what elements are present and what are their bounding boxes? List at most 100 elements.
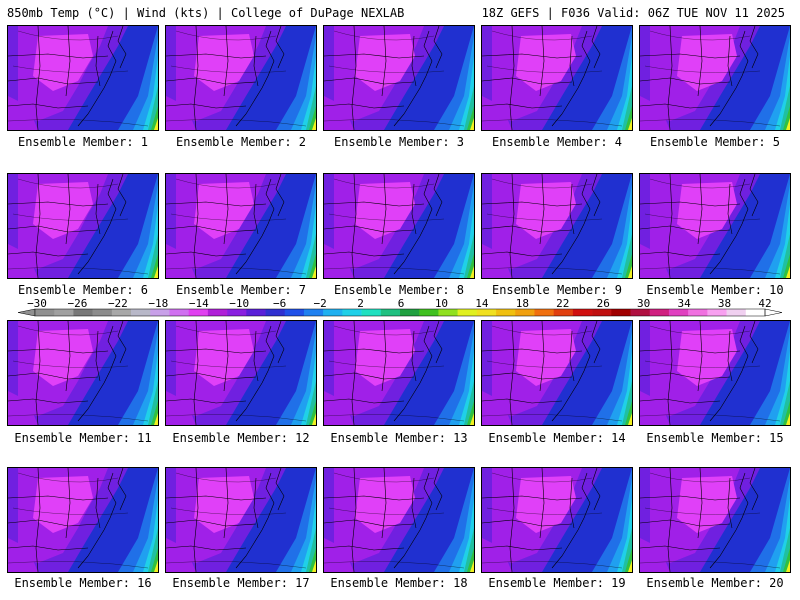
ensemble-member-label: Ensemble Member: 6 (17, 283, 149, 297)
colorbar-tick-label: 34 (677, 297, 691, 310)
colorbar-swatch (207, 309, 228, 316)
ensemble-member-panel (323, 25, 475, 131)
colorbar-swatch (246, 309, 266, 316)
colorbar-tick-label: −6 (273, 297, 287, 310)
ensemble-member-label: Ensemble Member: 8 (333, 283, 465, 297)
temperature-colorbar (17, 308, 783, 317)
colorbar-tick-label: −14 (188, 297, 209, 310)
ensemble-member-label: Ensemble Member: 18 (330, 576, 468, 590)
ensemble-member-panel (481, 320, 633, 426)
ensemble-member-panel (165, 173, 317, 279)
colorbar-swatch (35, 309, 55, 316)
ensemble-member-label: Ensemble Member: 15 (646, 431, 784, 445)
colorbar-swatch (592, 309, 612, 316)
colorbar-swatch (92, 309, 113, 316)
colorbar-swatch (361, 309, 382, 316)
ensemble-member-panel (323, 320, 475, 426)
colorbar-left-arrow (17, 308, 36, 317)
temperature-map (8, 174, 158, 278)
temperature-map (166, 468, 316, 572)
colorbar-tick-label: 14 (475, 297, 489, 310)
ensemble-member-panel (639, 320, 791, 426)
temperature-map (8, 321, 158, 425)
colorbar-swatch (553, 309, 574, 316)
colorbar-tick-label: −22 (107, 297, 128, 310)
colorbar-swatch (400, 309, 420, 316)
colorbar-swatch (169, 309, 189, 316)
colorbar-tick-label: 26 (596, 297, 610, 310)
colorbar-tick-label: 6 (397, 297, 405, 310)
colorbar-swatch (688, 309, 708, 316)
run-valid-time: 18Z GEFS | F036 Valid: 06Z TUE NOV 11 20… (481, 6, 785, 20)
colorbar-swatch (726, 309, 747, 316)
colorbar-labels: −30 −26 −22 −18 −14 −10 −6 −2 2 6 10 14 18 22 26 30 34 38… (0, 297, 800, 310)
ensemble-member-label: Ensemble Member: 1 (17, 135, 149, 149)
ensemble-member-panel (165, 320, 317, 426)
ensemble-member-label: Ensemble Member: 12 (172, 431, 310, 445)
temperature-map (482, 321, 632, 425)
ensemble-member-panel (481, 173, 633, 279)
colorbar-swatch (131, 309, 151, 316)
temperature-map (8, 468, 158, 572)
ensemble-member-panel (165, 25, 317, 131)
colorbar-swatch (496, 309, 516, 316)
ensemble-member-label: Ensemble Member: 19 (488, 576, 626, 590)
colorbar-swatch (611, 309, 631, 316)
colorbar-swatch (630, 309, 651, 316)
colorbar-tick-label: 18 (515, 297, 529, 310)
colorbar-swatch (534, 309, 554, 316)
temperature-map (166, 321, 316, 425)
ensemble-member-panel (481, 467, 633, 573)
temperature-map (8, 26, 158, 130)
temperature-map (324, 468, 474, 572)
ensemble-member-label: Ensemble Member: 13 (330, 431, 468, 445)
temperature-map (166, 174, 316, 278)
colorbar-swatch (265, 309, 286, 316)
product-title: 850mb Temp (°C) | Wind (kts) | College o… (7, 6, 405, 20)
ensemble-member-panel (639, 467, 791, 573)
colorbar-swatch (707, 309, 727, 316)
colorbar-swatch (745, 309, 766, 316)
ensemble-member-label: Ensemble Member: 14 (488, 431, 626, 445)
colorbar-swatch (476, 309, 497, 316)
colorbar-right-arrow (764, 308, 783, 317)
colorbar-swatch (515, 309, 535, 316)
colorbar-swatch (54, 309, 74, 316)
ensemble-member-label: Ensemble Member: 11 (14, 431, 152, 445)
ensemble-member-label: Ensemble Member: 17 (172, 576, 310, 590)
temperature-map (324, 26, 474, 130)
colorbar-swatch (668, 309, 689, 316)
temperature-map (482, 468, 632, 572)
colorbar-swatch (227, 309, 247, 316)
ensemble-member-panel (481, 25, 633, 131)
colorbar-tick-label: −18 (148, 297, 169, 310)
temperature-map (482, 26, 632, 130)
ensemble-member-panel (323, 467, 475, 573)
temperature-map (324, 321, 474, 425)
colorbar-tick-label: −30 (27, 297, 47, 310)
colorbar-swatch (457, 309, 478, 316)
colorbar-swatch (342, 309, 362, 316)
ensemble-member-panel (7, 25, 159, 131)
ensemble-member-label: Ensemble Member: 9 (491, 283, 623, 297)
ensemble-member-label: Ensemble Member: 10 (646, 283, 784, 297)
ensemble-member-label: Ensemble Member: 16 (14, 576, 152, 590)
colorbar-tick-label: 38 (717, 297, 732, 310)
colorbar-swatch (73, 309, 93, 316)
temperature-map (640, 174, 790, 278)
colorbar-swatch (419, 309, 439, 316)
temperature-map (482, 174, 632, 278)
colorbar-swatch (284, 309, 305, 316)
colorbar-swatch (380, 309, 401, 316)
colorbar-tick-label: −10 (229, 297, 250, 310)
ensemble-member-panel (7, 173, 159, 279)
colorbar-swatch (150, 309, 170, 316)
temperature-map (640, 468, 790, 572)
ensemble-member-panel (639, 173, 791, 279)
colorbar-tick-label: 22 (556, 297, 570, 310)
temperature-map (640, 26, 790, 130)
colorbar-tick-label: 10 (434, 297, 449, 310)
ensemble-member-label: Ensemble Member: 5 (649, 135, 781, 149)
colorbar-tick-label: 42 (758, 297, 772, 310)
